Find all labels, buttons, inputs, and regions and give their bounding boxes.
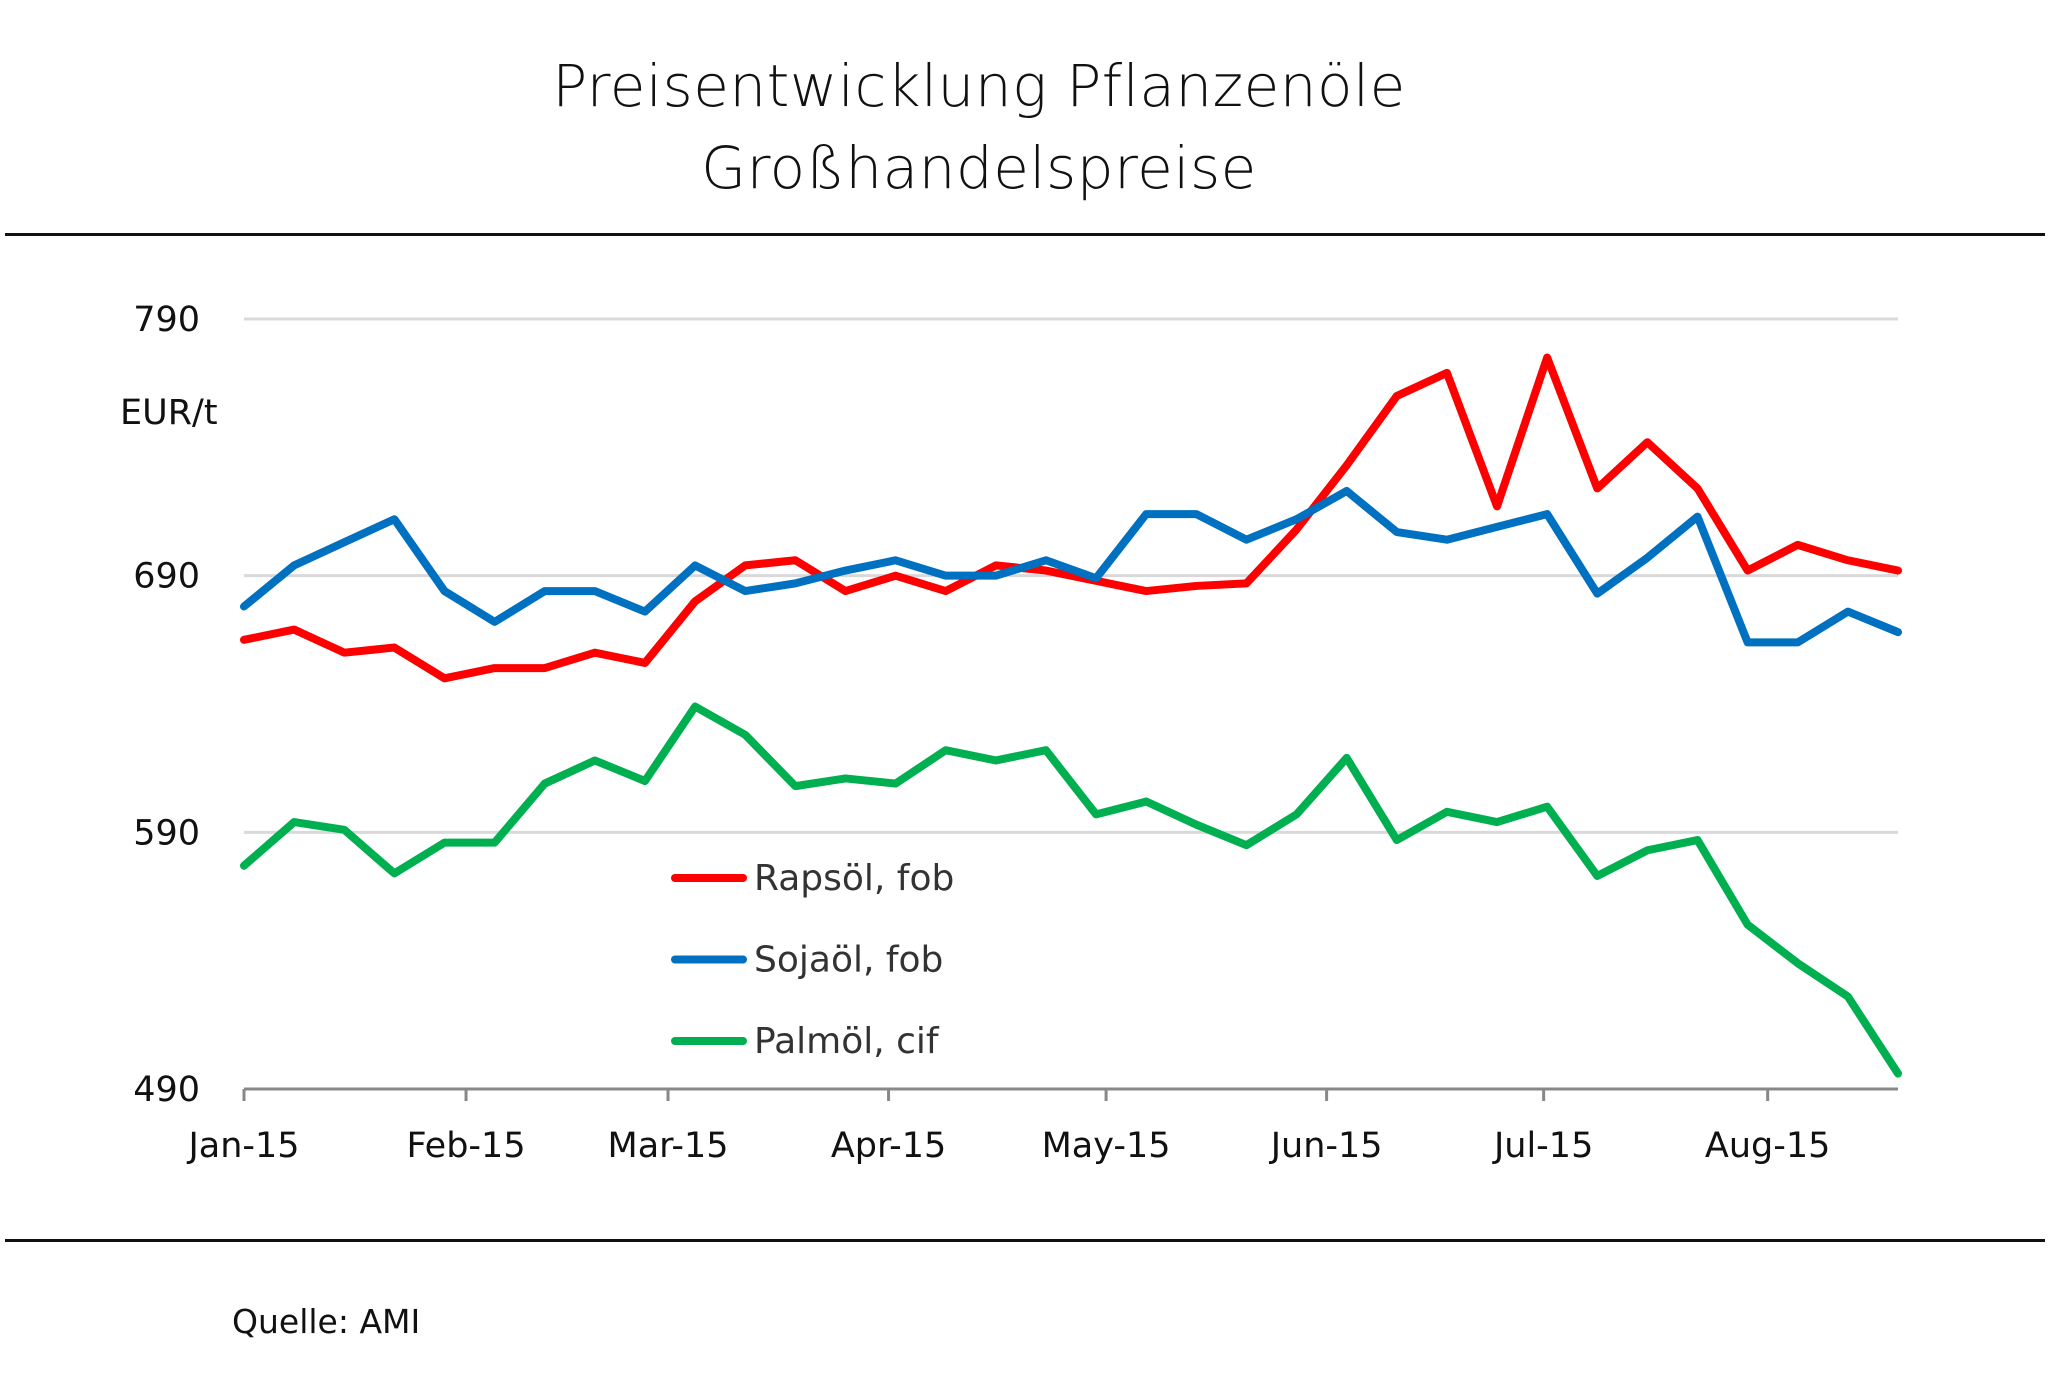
x-tick-label: May-15: [1042, 1126, 1171, 1166]
series-line-1: [240, 353, 1902, 683]
y-tick-label: 490: [133, 1070, 200, 1110]
bottom-divider: [5, 1239, 2045, 1242]
legend-label: Palmöl, cif: [754, 1021, 940, 1062]
x-tick-label: Feb-15: [406, 1126, 525, 1166]
x-tick-label: Jul-15: [1492, 1126, 1593, 1166]
source-note: Quelle: AMI: [232, 1302, 421, 1341]
y-tick-label: 690: [133, 557, 200, 597]
chart-title: Preisentwicklung Pflanzenöle: [552, 52, 1406, 120]
series-line-3: [240, 702, 1902, 1078]
x-tick-label: Jun-15: [1269, 1126, 1383, 1166]
x-tick-label: Apr-15: [831, 1126, 946, 1166]
top-divider: [5, 233, 2045, 236]
y-axis-label: EUR/t: [120, 393, 218, 433]
x-tick-label: Jan-15: [186, 1126, 299, 1166]
series-line-2: [240, 486, 1902, 647]
chart-subtitle: Großhandelspreise: [701, 134, 1257, 202]
x-tick-label: Mar-15: [608, 1126, 729, 1166]
y-tick-label: 590: [133, 813, 200, 853]
legend-label: Rapsöl, fob: [754, 858, 954, 899]
y-tick-label: 790: [133, 300, 200, 340]
legend-label: Sojaöl, fob: [754, 940, 943, 981]
x-tick-label: Aug-15: [1705, 1126, 1831, 1166]
